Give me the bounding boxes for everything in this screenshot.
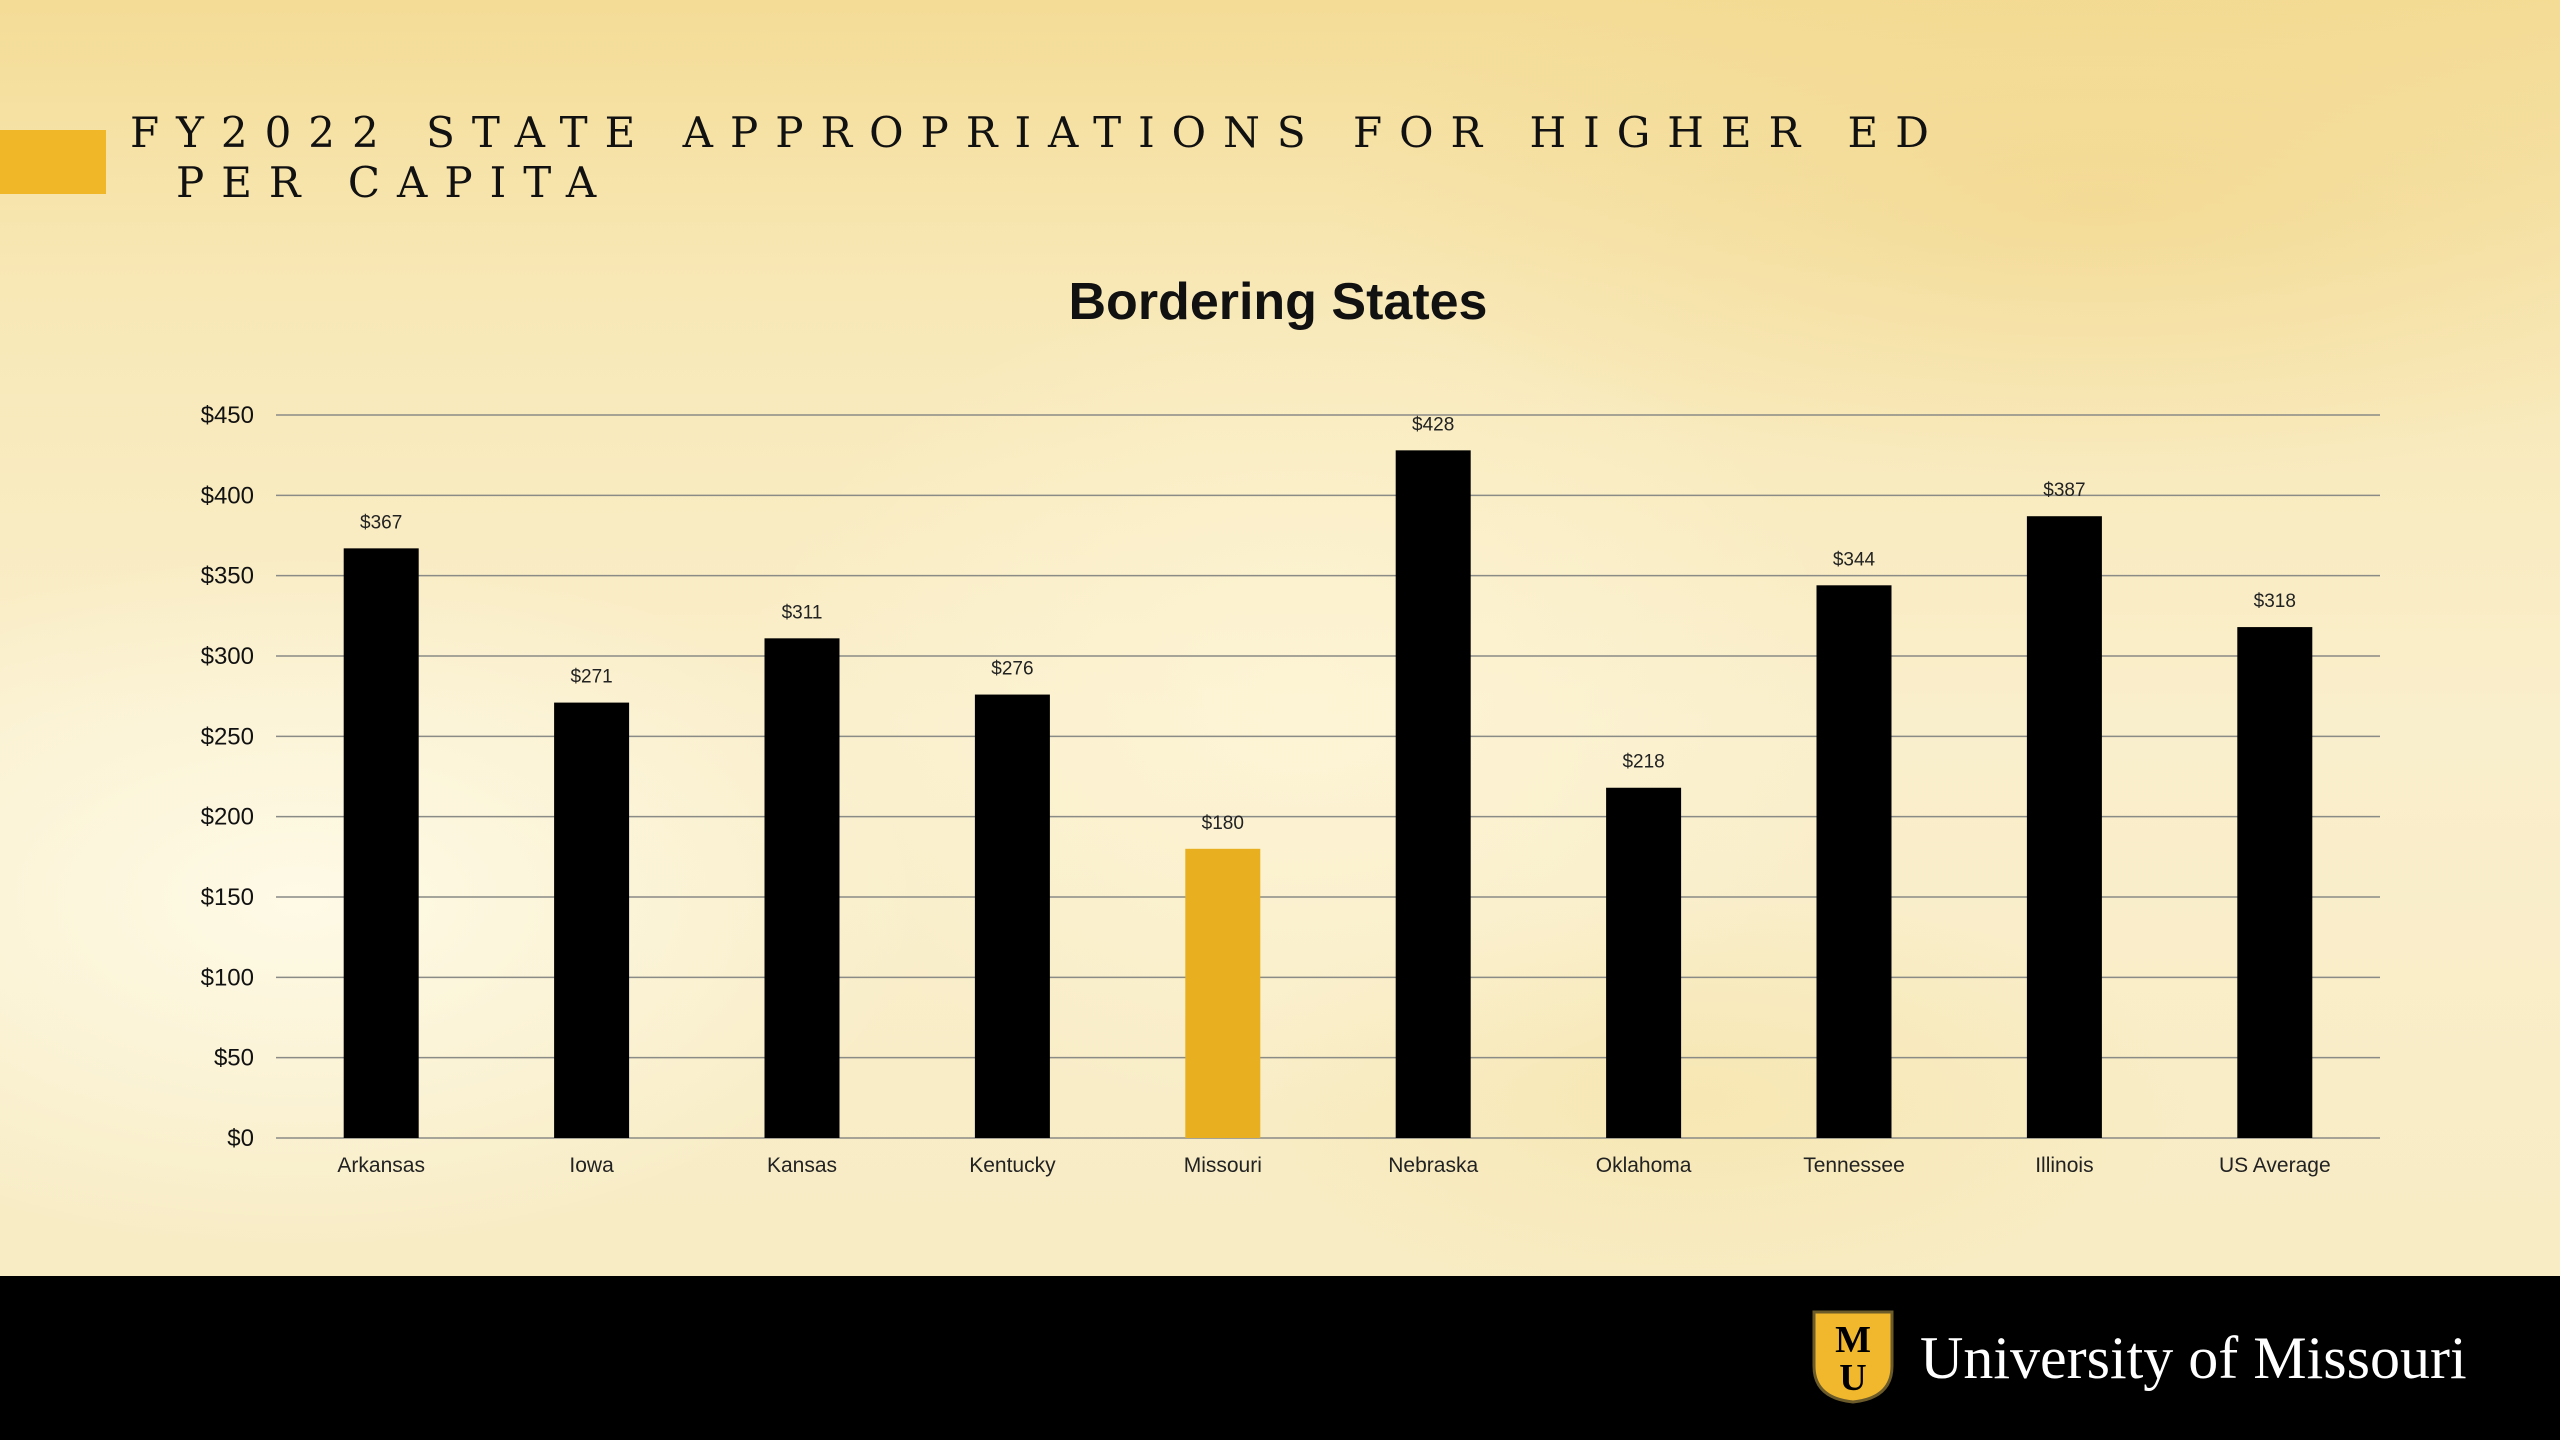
footer-bar [0, 1276, 2560, 1440]
y-axis-tick-labels: $0 $50 $100 $150 $200 $250 $300 $350 $400 $450 [201, 402, 254, 1152]
x-tick-label: Kansas [767, 1154, 837, 1177]
y-tick-label: $350 [201, 563, 254, 590]
bar-chart: Bordering States $0 $50 $100 $150 $200 $250 $3… [201, 273, 2380, 1177]
title-accent-bar [0, 130, 106, 194]
x-axis-tick-labels: Arkansas Iowa Kansas Kentucky Missouri Nebras… [337, 1154, 2330, 1177]
x-tick-label: Oklahoma [1596, 1154, 1692, 1177]
slide-title-line1: FY2022 STATE APPROPRIATIONS FOR HIGHER E… [130, 108, 1946, 157]
x-tick-label: Tennessee [1803, 1154, 1905, 1177]
chart-bars [343, 450, 2313, 1138]
bar-arkansas [343, 548, 419, 1138]
x-tick-label: Arkansas [337, 1154, 425, 1177]
svg-text:M: M [1835, 1319, 1871, 1361]
bar-missouri [1185, 848, 1261, 1138]
bar-kentucky [974, 694, 1050, 1138]
bar-iowa [554, 702, 630, 1138]
y-tick-label: $150 [201, 884, 254, 911]
slide-title: FY2022 STATE APPROPRIATIONS FOR HIGHER E… [130, 108, 1946, 208]
bar-kansas [764, 638, 840, 1138]
data-label: $318 [2254, 591, 2296, 612]
bar-data-labels: $367 $271 $311 $276 $180 $428 $218 $344 $387 $318 [360, 414, 2296, 833]
y-tick-label: $300 [201, 643, 254, 670]
x-tick-label: Missouri [1184, 1154, 1262, 1177]
bar-nebraska [1395, 450, 1471, 1138]
data-label: $180 [1202, 813, 1244, 834]
bar-illinois [2026, 516, 2102, 1138]
data-label: $344 [1833, 549, 1876, 570]
y-tick-label: $400 [201, 482, 254, 509]
bar-us-average [2237, 627, 2313, 1138]
y-tick-label: $50 [214, 1045, 254, 1072]
x-tick-label: Kentucky [969, 1154, 1056, 1177]
y-tick-label: $100 [201, 964, 254, 991]
data-label: $428 [1412, 414, 1454, 435]
data-label: $218 [1622, 752, 1664, 773]
slide-title-line2: PER CAPITA [176, 158, 614, 207]
data-label: $276 [991, 659, 1033, 680]
x-tick-label: Illinois [2035, 1154, 2093, 1177]
x-tick-label: US Average [2219, 1154, 2331, 1177]
university-of-missouri-logo-icon: M U [1812, 1310, 1894, 1404]
y-tick-label: $200 [201, 804, 254, 831]
y-tick-label: $0 [227, 1125, 254, 1152]
university-name: University of Missouri [1920, 1325, 2467, 1391]
y-tick-label: $450 [201, 402, 254, 429]
x-tick-label: Nebraska [1388, 1154, 1478, 1177]
chart-title: Bordering States [1069, 273, 1488, 331]
data-label: $271 [570, 667, 612, 688]
bar-tennessee [1816, 585, 1892, 1138]
data-label: $367 [360, 512, 402, 533]
svg-text:U: U [1839, 1357, 1866, 1399]
data-label: $311 [782, 602, 823, 623]
data-label: $387 [2043, 480, 2085, 501]
bar-oklahoma [1606, 787, 1682, 1138]
x-tick-label: Iowa [569, 1154, 614, 1177]
y-tick-label: $250 [201, 723, 254, 750]
